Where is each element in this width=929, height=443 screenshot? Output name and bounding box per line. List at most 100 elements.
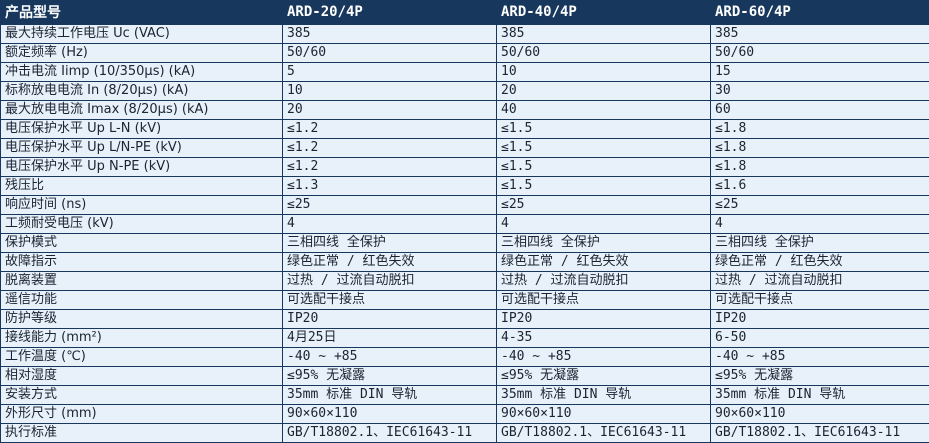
spec-value-ard-40-4p: 50/60 bbox=[497, 44, 711, 63]
spec-value-ard-60-4p: ≤25 bbox=[711, 196, 929, 215]
spec-value-ard-20-4p: -40 ~ +85 bbox=[283, 348, 497, 367]
spec-value-ard-20-4p: 5 bbox=[283, 63, 497, 82]
header-model-ard-60-4p: ARD-60/4P bbox=[711, 1, 929, 25]
spec-label: 防护等级 bbox=[1, 310, 283, 329]
spec-value-ard-40-4p: ≤95% 无凝露 bbox=[497, 367, 711, 386]
spec-value-ard-60-4p: GB/T18802.1、IEC61643-11 bbox=[711, 424, 929, 443]
table-row: 额定频率 (Hz) 50/60 50/60 50/60 bbox=[1, 44, 929, 63]
spec-value-ard-20-4p: GB/T18802.1、IEC61643-11 bbox=[283, 424, 497, 443]
spec-value-ard-60-4p: ≤1.8 bbox=[711, 158, 929, 177]
spec-label: 外形尺寸 (mm) bbox=[1, 405, 283, 424]
spec-value-ard-20-4p: ≤25 bbox=[283, 196, 497, 215]
spec-value-ard-40-4p: 过热 / 过流自动脱扣 bbox=[497, 272, 711, 291]
spec-value-ard-40-4p: IP20 bbox=[497, 310, 711, 329]
spec-value-ard-60-4p: ≤1.8 bbox=[711, 139, 929, 158]
spec-value-ard-20-4p: 可选配干接点 bbox=[283, 291, 497, 310]
spec-value-ard-20-4p: 三相四线 全保护 bbox=[283, 234, 497, 253]
spec-value-ard-60-4p: 可选配干接点 bbox=[711, 291, 929, 310]
table-row: 故障指示 绿色正常 / 红色失效 绿色正常 / 红色失效 绿色正常 / 红色失效 bbox=[1, 253, 929, 272]
table-row: 残压比 ≤1.3 ≤1.5 ≤1.6 bbox=[1, 177, 929, 196]
spec-value-ard-20-4p: 20 bbox=[283, 101, 497, 120]
spec-value-ard-20-4p: 35mm 标准 DIN 导轨 bbox=[283, 386, 497, 405]
spec-value-ard-40-4p: 4 bbox=[497, 215, 711, 234]
table-row: 工作温度 (℃) -40 ~ +85 -40 ~ +85 -40 ~ +85 bbox=[1, 348, 929, 367]
spec-value-ard-40-4p: 三相四线 全保护 bbox=[497, 234, 711, 253]
spec-value-ard-20-4p: 4 bbox=[283, 215, 497, 234]
header-row: 产品型号 ARD-20/4P ARD-40/4P ARD-60/4P bbox=[1, 1, 929, 25]
table-row: 执行标准 GB/T18802.1、IEC61643-11 GB/T18802.1… bbox=[1, 424, 929, 443]
spec-value-ard-40-4p: 4-35 bbox=[497, 329, 711, 348]
spec-value-ard-40-4p: ≤1.5 bbox=[497, 177, 711, 196]
table-row: 外形尺寸 (mm) 90×60×110 90×60×110 90×60×110 bbox=[1, 405, 929, 424]
spec-label: 工作温度 (℃) bbox=[1, 348, 283, 367]
spec-value-ard-20-4p: IP20 bbox=[283, 310, 497, 329]
spec-label: 残压比 bbox=[1, 177, 283, 196]
spec-value-ard-40-4p: 可选配干接点 bbox=[497, 291, 711, 310]
spec-value-ard-60-4p: 50/60 bbox=[711, 44, 929, 63]
table-row: 安装方式 35mm 标准 DIN 导轨 35mm 标准 DIN 导轨 35mm … bbox=[1, 386, 929, 405]
table-row: 电压保护水平 Up L-N (kV) ≤1.2 ≤1.5 ≤1.8 bbox=[1, 120, 929, 139]
spec-value-ard-60-4p: -40 ~ +85 bbox=[711, 348, 929, 367]
spec-value-ard-60-4p: 过热 / 过流自动脱扣 bbox=[711, 272, 929, 291]
spec-value-ard-20-4p: ≤1.2 bbox=[283, 120, 497, 139]
table-row: 电压保护水平 Up L/N-PE (kV) ≤1.2 ≤1.5 ≤1.8 bbox=[1, 139, 929, 158]
table-row: 最大持续工作电压 Uc (VAC) 385 385 385 bbox=[1, 25, 929, 44]
table-row: 防护等级 IP20 IP20 IP20 bbox=[1, 310, 929, 329]
header-product-model: 产品型号 bbox=[1, 1, 283, 25]
spec-label: 脱离装置 bbox=[1, 272, 283, 291]
table-row: 遥信功能 可选配干接点 可选配干接点 可选配干接点 bbox=[1, 291, 929, 310]
spec-value-ard-60-4p: 35mm 标准 DIN 导轨 bbox=[711, 386, 929, 405]
spec-value-ard-40-4p: -40 ~ +85 bbox=[497, 348, 711, 367]
spec-value-ard-40-4p: 20 bbox=[497, 82, 711, 101]
spec-value-ard-60-4p: 60 bbox=[711, 101, 929, 120]
table-row: 接线能力 (mm²) 4月25日 4-35 6-50 bbox=[1, 329, 929, 348]
spec-value-ard-40-4p: 10 bbox=[497, 63, 711, 82]
table-row: 保护模式 三相四线 全保护 三相四线 全保护 三相四线 全保护 bbox=[1, 234, 929, 253]
spec-value-ard-60-4p: 15 bbox=[711, 63, 929, 82]
spec-value-ard-20-4p: ≤1.3 bbox=[283, 177, 497, 196]
header-model-ard-40-4p: ARD-40/4P bbox=[497, 1, 711, 25]
spec-value-ard-40-4p: 35mm 标准 DIN 导轨 bbox=[497, 386, 711, 405]
table-row: 工频耐受电压 (kV) 4 4 4 bbox=[1, 215, 929, 234]
spec-label: 冲击电流 Iimp (10/350μs) (kA) bbox=[1, 63, 283, 82]
spec-table-body: 最大持续工作电压 Uc (VAC) 385 385 385 额定频率 (Hz) … bbox=[1, 25, 929, 443]
spec-label: 标称放电电流 In (8/20μs) (kA) bbox=[1, 82, 283, 101]
spec-label: 执行标准 bbox=[1, 424, 283, 443]
spec-value-ard-40-4p: ≤25 bbox=[497, 196, 711, 215]
spec-label: 遥信功能 bbox=[1, 291, 283, 310]
spec-value-ard-20-4p: 4月25日 bbox=[283, 329, 497, 348]
table-row: 冲击电流 Iimp (10/350μs) (kA) 5 10 15 bbox=[1, 63, 929, 82]
spec-value-ard-20-4p: 385 bbox=[283, 25, 497, 44]
spec-label: 最大持续工作电压 Uc (VAC) bbox=[1, 25, 283, 44]
spec-value-ard-40-4p: GB/T18802.1、IEC61643-11 bbox=[497, 424, 711, 443]
spec-value-ard-20-4p: 绿色正常 / 红色失效 bbox=[283, 253, 497, 272]
spec-value-ard-60-4p: ≤95% 无凝露 bbox=[711, 367, 929, 386]
spec-label: 响应时间 (ns) bbox=[1, 196, 283, 215]
spec-value-ard-20-4p: 50/60 bbox=[283, 44, 497, 63]
spec-value-ard-40-4p: 绿色正常 / 红色失效 bbox=[497, 253, 711, 272]
spec-label: 电压保护水平 Up N-PE (kV) bbox=[1, 158, 283, 177]
spec-value-ard-40-4p: ≤1.5 bbox=[497, 120, 711, 139]
spec-value-ard-60-4p: 385 bbox=[711, 25, 929, 44]
spec-value-ard-40-4p: 40 bbox=[497, 101, 711, 120]
spec-value-ard-20-4p: ≤1.2 bbox=[283, 139, 497, 158]
table-row: 脱离装置 过热 / 过流自动脱扣 过热 / 过流自动脱扣 过热 / 过流自动脱扣 bbox=[1, 272, 929, 291]
spec-label: 工频耐受电压 (kV) bbox=[1, 215, 283, 234]
spec-value-ard-60-4p: 90×60×110 bbox=[711, 405, 929, 424]
spec-value-ard-20-4p: 10 bbox=[283, 82, 497, 101]
spec-value-ard-20-4p: ≤1.2 bbox=[283, 158, 497, 177]
spec-label: 接线能力 (mm²) bbox=[1, 329, 283, 348]
spec-label: 故障指示 bbox=[1, 253, 283, 272]
spec-value-ard-60-4p: 30 bbox=[711, 82, 929, 101]
spec-label: 保护模式 bbox=[1, 234, 283, 253]
spec-value-ard-20-4p: ≤95% 无凝露 bbox=[283, 367, 497, 386]
spec-value-ard-60-4p: 4 bbox=[711, 215, 929, 234]
spec-label: 最大放电电流 Imax (8/20μs) (kA) bbox=[1, 101, 283, 120]
table-row: 响应时间 (ns) ≤25 ≤25 ≤25 bbox=[1, 196, 929, 215]
table-row: 电压保护水平 Up N-PE (kV) ≤1.2 ≤1.5 ≤1.8 bbox=[1, 158, 929, 177]
spec-value-ard-40-4p: 90×60×110 bbox=[497, 405, 711, 424]
spec-value-ard-60-4p: 6-50 bbox=[711, 329, 929, 348]
spec-label: 安装方式 bbox=[1, 386, 283, 405]
spec-label: 额定频率 (Hz) bbox=[1, 44, 283, 63]
